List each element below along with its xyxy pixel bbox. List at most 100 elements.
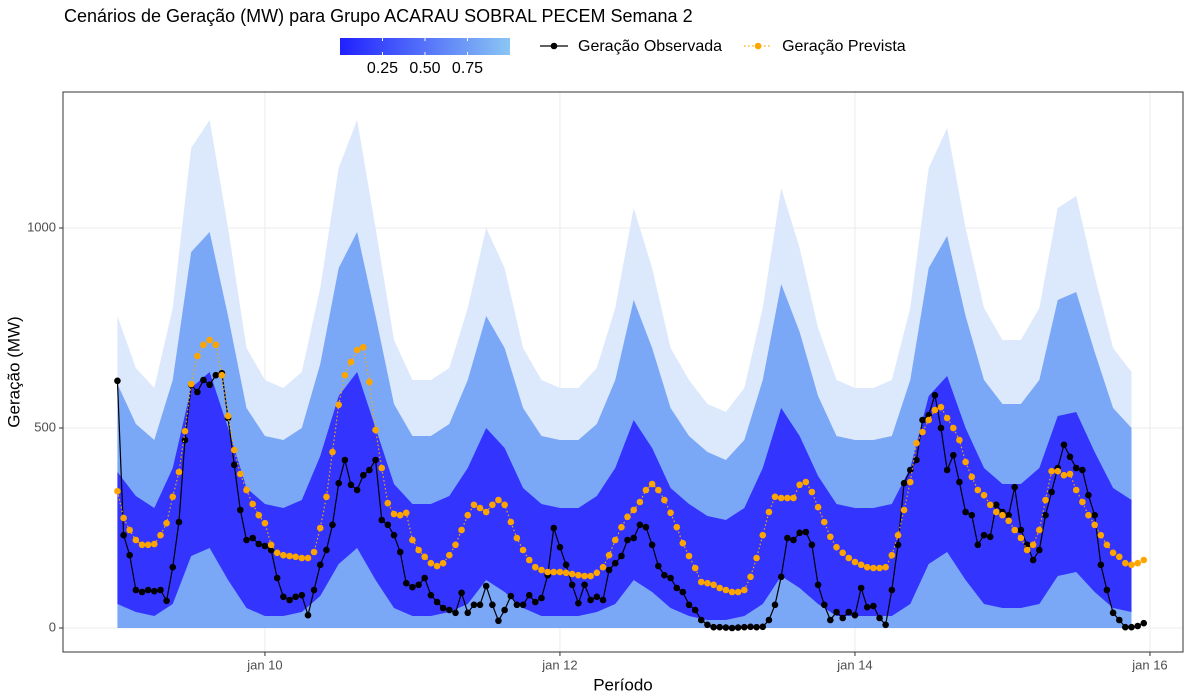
data-point [870,602,877,610]
colorbar-label: 0.75 [452,60,483,77]
data-point [421,574,428,582]
data-point [1079,466,1086,474]
data-point [876,564,883,572]
data-point [267,546,275,554]
data-point [409,583,416,591]
data-point [538,566,545,574]
data-point [138,541,146,549]
data-point [1060,471,1068,479]
data-point [206,336,213,344]
data-point [255,540,263,548]
data-point [894,531,902,539]
data-point [525,556,533,564]
data-point [956,478,963,486]
data-point [587,596,594,604]
data-point [1066,453,1074,461]
data-point [446,606,453,614]
data-point [999,511,1006,519]
data-point [704,621,711,629]
data-point [814,503,822,511]
data-point [1054,467,1062,475]
data-point [489,601,496,609]
data-point [790,536,797,544]
data-point [144,586,152,594]
data-point [765,508,773,516]
data-point [900,479,908,487]
data-point [482,508,490,516]
data-point [501,606,508,614]
data-point [1140,556,1148,564]
data-point [280,551,287,559]
data-point [642,523,650,531]
data-point [1048,467,1055,475]
data-point [200,376,207,384]
data-point [728,624,736,632]
data-point [470,501,478,509]
data-point [175,468,183,476]
data-point [562,561,570,569]
x-tick-label: jan 10 [246,657,282,672]
data-point [255,511,263,519]
data-point [415,581,422,589]
data-point [986,501,994,509]
data-point [759,623,767,631]
data-point [224,412,232,420]
data-point [212,341,220,349]
y-tick-label: 0 [49,619,56,634]
data-point [906,466,914,474]
data-point [716,584,723,592]
data-point [304,611,312,619]
data-point [181,436,189,444]
fan-band [117,372,1132,620]
data-point [562,569,570,577]
data-point [906,478,914,486]
data-point [144,541,152,549]
data-point [1140,619,1148,627]
data-point [187,380,195,388]
data-point [863,563,871,571]
colorbar-label: 0.25 [367,60,398,77]
data-point [513,534,521,542]
data-point [249,500,256,508]
data-point [691,606,699,614]
data-point [538,594,545,602]
data-point [882,563,889,571]
data-point [697,616,705,624]
data-point [175,518,183,526]
data-point [360,471,367,479]
data-point [950,451,957,459]
data-point [722,586,730,594]
data-point [452,541,459,549]
data-point [169,563,177,571]
data-point [581,572,588,580]
data-point [734,624,742,631]
data-point [298,554,306,562]
data-point [292,593,299,601]
data-point [1042,511,1049,519]
data-point [390,510,398,518]
data-point [427,559,435,567]
data-point [519,546,527,554]
y-tick-label: 1000 [27,219,56,234]
data-point [458,526,465,534]
data-point [273,549,281,557]
data-point [568,581,576,589]
data-point [452,609,459,617]
data-point [286,552,293,560]
data-point [679,588,687,596]
data-point [1128,623,1135,631]
data-point [114,487,121,495]
data-point [968,473,976,481]
data-point [636,521,644,529]
data-point [163,597,170,605]
data-point [888,551,896,559]
data-point [827,533,834,541]
data-point [507,592,515,600]
data-point [341,456,349,464]
data-point [464,511,472,519]
data-point [722,624,730,631]
data-point [261,542,269,550]
data-point [771,493,779,501]
data-point [402,579,410,587]
data-point [151,587,158,595]
